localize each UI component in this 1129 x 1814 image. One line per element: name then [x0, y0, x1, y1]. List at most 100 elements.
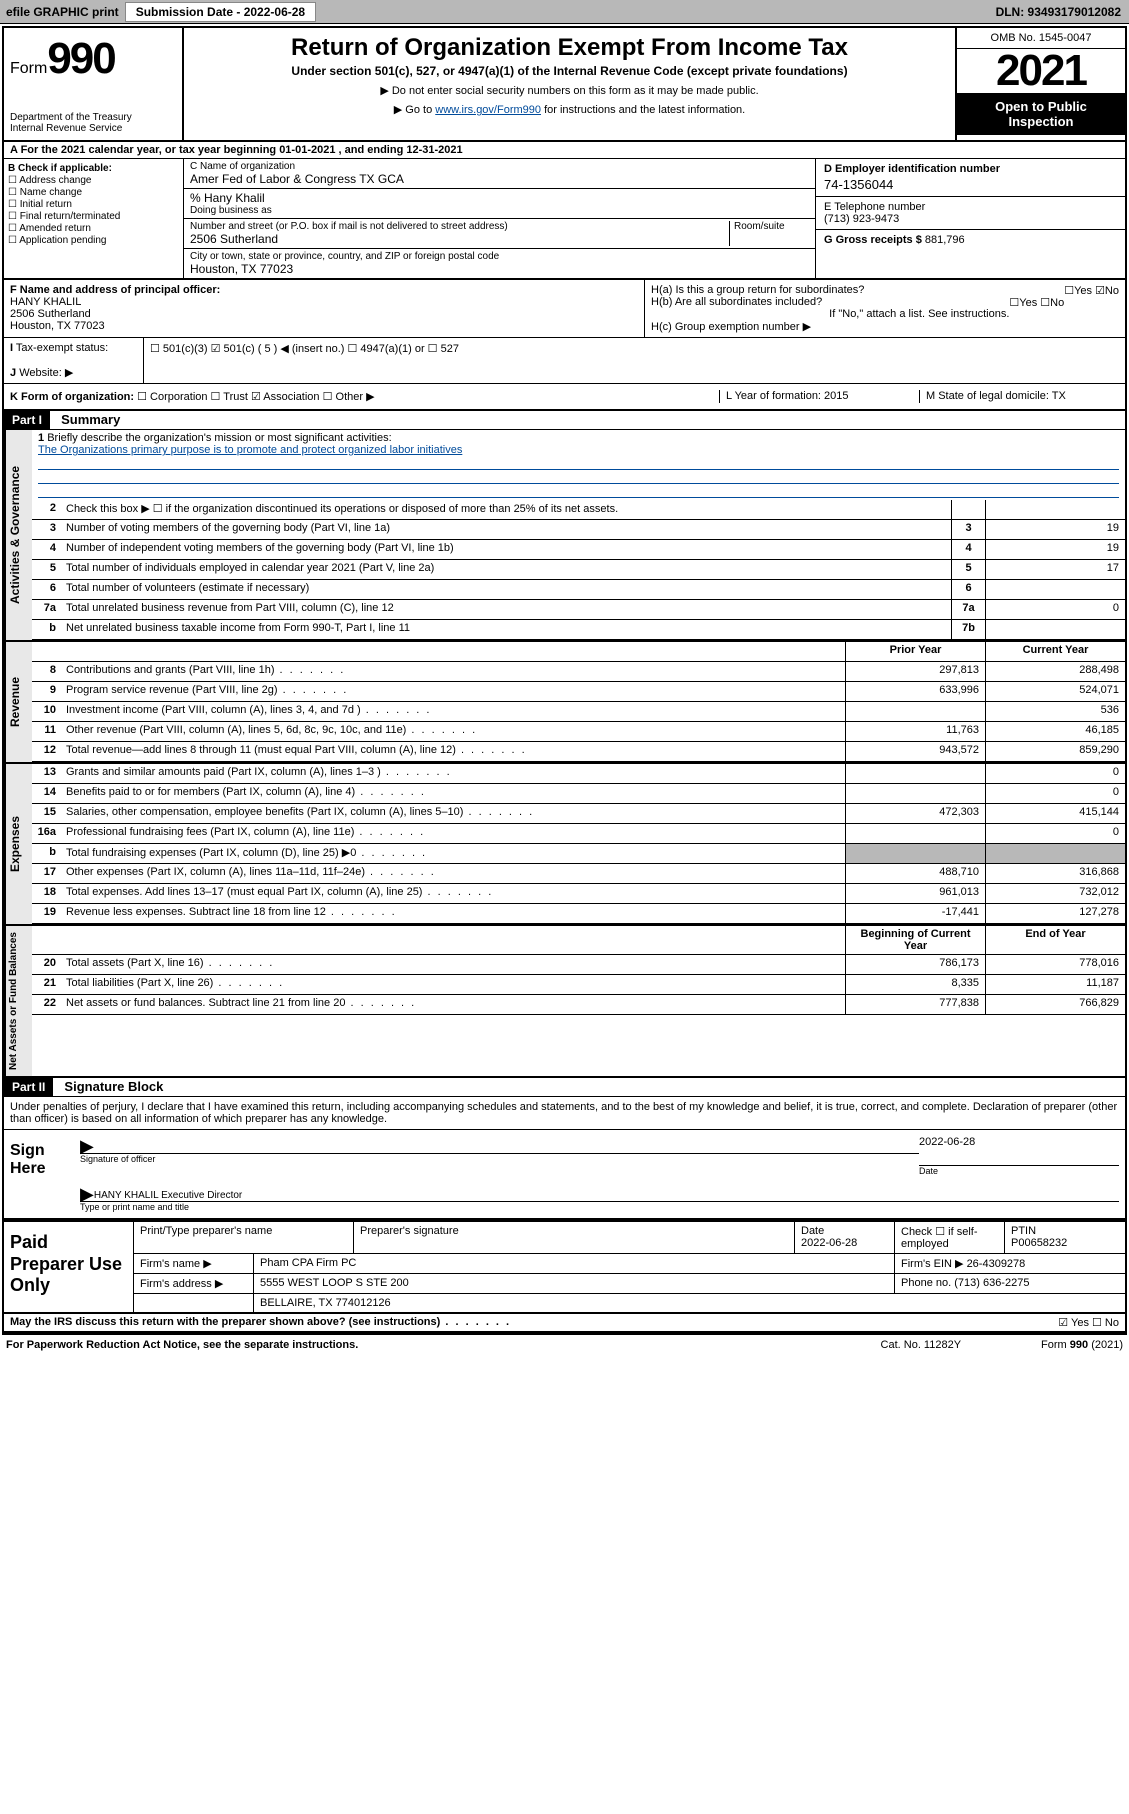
- discuss-q: May the IRS discuss this return with the…: [10, 1316, 440, 1328]
- hdr2-prior: Beginning of Current Year: [845, 926, 985, 954]
- i-j-row: I Tax-exempt status: J Website: ▶ ☐ 501(…: [4, 338, 1125, 384]
- ein: 74-1356044: [824, 177, 1117, 192]
- part2-badge: Part II: [4, 1078, 53, 1096]
- instruction-1: ▶ Do not enter social security numbers o…: [190, 84, 949, 97]
- entity-grid: B Check if applicable: ☐ Address change …: [4, 159, 1125, 280]
- summary-line: 10Investment income (Part VIII, column (…: [32, 702, 1125, 722]
- mission-text[interactable]: The Organizations primary purpose is to …: [38, 444, 462, 456]
- state-domicile: M State of legal domicile: TX: [919, 390, 1119, 403]
- firm-addr1: 5555 WEST LOOP S STE 200: [254, 1274, 895, 1293]
- summary-line: 9Program service revenue (Part VIII, lin…: [32, 682, 1125, 702]
- f-label: F Name and address of principal officer:: [10, 284, 220, 296]
- self-emp: Check ☐ if self-employed: [895, 1222, 1005, 1253]
- box-d: D Employer identification number 74-1356…: [815, 159, 1125, 278]
- gov-line: 6Total number of volunteers (estimate if…: [32, 580, 1125, 600]
- vtab-expenses: Expenses: [4, 764, 32, 924]
- phone-label: E Telephone number: [824, 201, 1117, 213]
- form-prefix: Form: [10, 60, 47, 77]
- firm-addr-label: Firm's address ▶: [134, 1274, 254, 1293]
- vtab-revenue: Revenue: [4, 642, 32, 762]
- chk-address-change[interactable]: ☐ Address change: [8, 175, 179, 186]
- ptin: P00658232: [1011, 1237, 1067, 1249]
- instruction-2: ▶ Go to www.irs.gov/Form990 for instruct…: [190, 103, 949, 116]
- chk-app-pending[interactable]: ☐ Application pending: [8, 235, 179, 246]
- k-text: ☐ Corporation ☐ Trust ☑ Association ☐ Ot…: [137, 391, 374, 403]
- col-hdr2: Beginning of Current Year End of Year: [32, 926, 1125, 955]
- prep-name-label: Print/Type preparer's name: [134, 1222, 354, 1253]
- gov-line: 2Check this box ▶ ☐ if the organization …: [32, 500, 1125, 520]
- line-1: 1 Briefly describe the organization's mi…: [32, 430, 1125, 500]
- box-b-hdr: B Check if applicable:: [8, 163, 112, 174]
- summary-line: 17Other expenses (Part IX, column (A), l…: [32, 864, 1125, 884]
- summary-line: bTotal fundraising expenses (Part IX, co…: [32, 844, 1125, 864]
- form-header: Form990 Department of the Treasury Inter…: [4, 28, 1125, 142]
- inst2-pre: ▶ Go to: [394, 104, 435, 116]
- summary-line: 15Salaries, other compensation, employee…: [32, 804, 1125, 824]
- summary-line: 21Total liabilities (Part X, line 26)8,3…: [32, 975, 1125, 995]
- chk-amended[interactable]: ☐ Amended return: [8, 223, 179, 234]
- vtab-net: Net Assets or Fund Balances: [4, 926, 32, 1076]
- firm-addr2: BELLAIRE, TX 774012126: [254, 1294, 1125, 1312]
- pra-notice: For Paperwork Reduction Act Notice, see …: [6, 1339, 881, 1351]
- irs-link[interactable]: www.irs.gov/Form990: [435, 104, 541, 116]
- care-of: % Hany Khalil: [190, 191, 809, 205]
- form-number: Form990: [10, 34, 176, 84]
- sign-here: Sign Here: [4, 1130, 74, 1218]
- hdr-current: Current Year: [985, 642, 1125, 661]
- gov-line: 4Number of independent voting members of…: [32, 540, 1125, 560]
- col-hdr: Prior Year Current Year: [32, 642, 1125, 662]
- discuss-row: May the IRS discuss this return with the…: [4, 1314, 1125, 1333]
- summary-line: 14Benefits paid to or for members (Part …: [32, 784, 1125, 804]
- ein-label: D Employer identification number: [824, 163, 1117, 175]
- ptin-label: PTIN: [1011, 1225, 1036, 1237]
- firm-phone-label: Phone no.: [901, 1277, 951, 1289]
- tax-status: 501(c)(3) ☑ 501(c) ( 5 ) ◀ (insert no.) …: [163, 343, 459, 355]
- h-a: H(a) Is this a group return for subordin…: [651, 284, 864, 296]
- paid-preparer: Paid Preparer Use Only Print/Type prepar…: [4, 1220, 1125, 1314]
- form-990: Form990 Department of the Treasury Inter…: [2, 26, 1127, 1335]
- dln: DLN: 93493179012082: [988, 3, 1129, 21]
- hdr2-current: End of Year: [985, 926, 1125, 954]
- discuss-ans: ☑ Yes ☐ No: [1058, 1316, 1119, 1329]
- firm-name: Pham CPA Firm PC: [254, 1254, 895, 1273]
- mission-q: Briefly describe the organization's miss…: [47, 432, 391, 444]
- cat-no: Cat. No. 11282Y: [881, 1339, 962, 1351]
- vtab-governance: Activities & Governance: [4, 430, 32, 640]
- officer-printed: HANY KHALIL Executive Director: [94, 1190, 242, 1201]
- efile-button[interactable]: efile GRAPHIC print: [0, 3, 125, 21]
- summary-line: 19Revenue less expenses. Subtract line 1…: [32, 904, 1125, 924]
- section-governance: Activities & Governance 1 Briefly descri…: [4, 430, 1125, 642]
- officer-addr2: Houston, TX 77023: [10, 320, 105, 332]
- h-b: H(b) Are all subordinates included?: [651, 296, 822, 308]
- firm-label: Firm's name ▶: [134, 1254, 254, 1273]
- firm-phone: (713) 636-2275: [954, 1277, 1029, 1289]
- summary-line: 11Other revenue (Part VIII, column (A), …: [32, 722, 1125, 742]
- c-name-label: C Name of organization: [190, 161, 809, 172]
- header-right: OMB No. 1545-0047 2021 Open to Public In…: [955, 28, 1125, 140]
- form-title: Return of Organization Exempt From Incom…: [190, 34, 949, 62]
- chk-name-change[interactable]: ☐ Name change: [8, 187, 179, 198]
- street-address: 2506 Sutherland: [190, 232, 729, 246]
- section-revenue: Revenue Prior Year Current Year 8Contrib…: [4, 642, 1125, 764]
- h-b-note: If "No," attach a list. See instructions…: [651, 308, 1119, 320]
- gross-label: G Gross receipts $: [824, 234, 922, 246]
- phone: (713) 923-9473: [824, 213, 1117, 225]
- part1-badge: Part I: [4, 411, 50, 429]
- section-expenses: Expenses 13Grants and similar amounts pa…: [4, 764, 1125, 926]
- hdr-prior: Prior Year: [845, 642, 985, 661]
- prep-date-label: Date: [801, 1225, 824, 1237]
- box-i-content: ☐ 501(c)(3) ☑ 501(c) ( 5 ) ◀ (insert no.…: [144, 338, 1125, 383]
- gov-line: bNet unrelated business taxable income f…: [32, 620, 1125, 640]
- city-label: City or town, state or province, country…: [190, 251, 809, 262]
- box-c: C Name of organization Amer Fed of Labor…: [184, 159, 815, 278]
- officer-name: HANY KHALIL: [10, 296, 81, 308]
- form-subtitle: Under section 501(c), 527, or 4947(a)(1)…: [190, 64, 949, 78]
- chk-initial-return[interactable]: ☐ Initial return: [8, 199, 179, 210]
- k-row: K Form of organization: ☐ Corporation ☐ …: [4, 384, 1125, 411]
- signature-block: Sign Here ▶ Signature of officer 2022-06…: [4, 1130, 1125, 1220]
- f-h-row: F Name and address of principal officer:…: [4, 280, 1125, 338]
- chk-final-return[interactable]: ☐ Final return/terminated: [8, 211, 179, 222]
- prep-date: 2022-06-28: [801, 1237, 857, 1249]
- summary-line: 22Net assets or fund balances. Subtract …: [32, 995, 1125, 1015]
- gross-receipts: 881,796: [925, 234, 965, 246]
